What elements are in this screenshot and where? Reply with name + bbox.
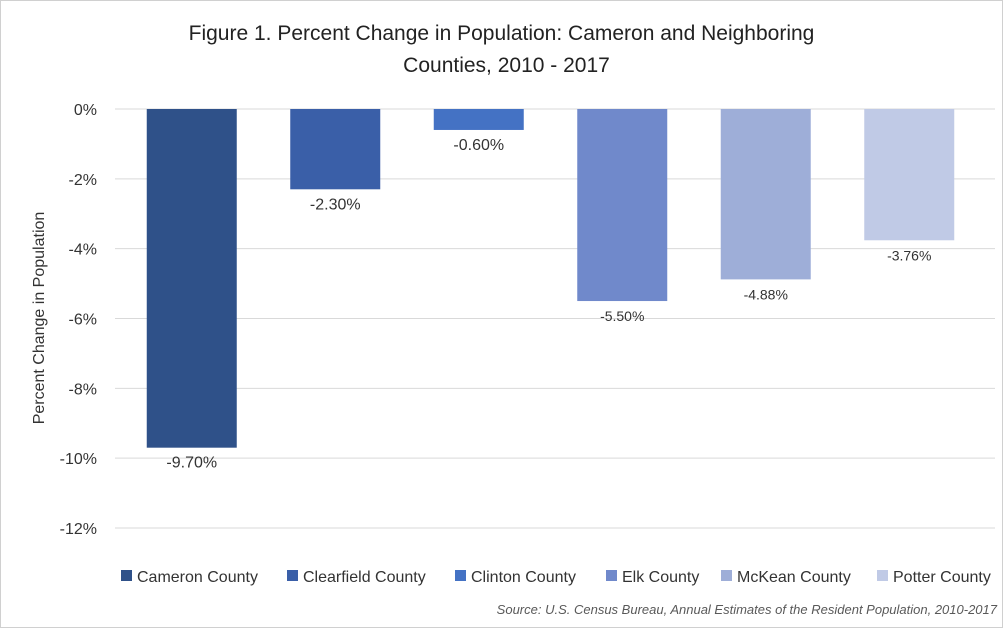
y-tick-label: -8% — [69, 381, 97, 398]
legend-label: Clearfield County — [303, 569, 426, 586]
legend-label: Cameron County — [137, 569, 258, 586]
y-tick-label: -6% — [69, 312, 97, 329]
data-label: -5.50% — [600, 308, 644, 324]
bar — [290, 109, 381, 190]
bar — [146, 109, 237, 448]
legend-swatch — [455, 570, 466, 581]
chart-title: Figure 1. Percent Change in Population: … — [0, 18, 1003, 82]
y-tick-label: -12% — [60, 521, 97, 538]
y-tick-label: 0% — [74, 102, 97, 119]
data-label: -0.60% — [453, 137, 504, 154]
data-label: -4.88% — [744, 286, 788, 302]
legend-label: Potter County — [893, 569, 991, 586]
legend-label: Clinton County — [471, 569, 576, 586]
data-label: -9.70% — [166, 455, 217, 472]
legend-swatch — [121, 570, 132, 581]
legend-swatch — [606, 570, 617, 581]
data-label: -3.76% — [887, 247, 931, 263]
bar — [433, 109, 524, 130]
y-axis-label: Percent Change in Population — [31, 212, 48, 425]
y-tick-label: -4% — [69, 242, 97, 259]
bar — [577, 109, 668, 302]
source-note: Source: U.S. Census Bureau, Annual Estim… — [496, 602, 997, 617]
y-tick-label: -2% — [69, 172, 97, 189]
chart-title-line2: Counties, 2010 - 2017 — [403, 54, 610, 77]
legend-swatch — [721, 570, 732, 581]
legend-swatch — [877, 570, 888, 581]
data-label: -2.30% — [310, 196, 361, 213]
legend-label: McKean County — [737, 569, 851, 586]
bar — [720, 109, 811, 280]
chart-title-line1: Figure 1. Percent Change in Population: … — [188, 22, 815, 45]
legend-label: Elk County — [622, 569, 699, 586]
bar — [864, 109, 955, 241]
legend-swatch — [287, 570, 298, 581]
y-tick-label: -10% — [60, 451, 97, 468]
